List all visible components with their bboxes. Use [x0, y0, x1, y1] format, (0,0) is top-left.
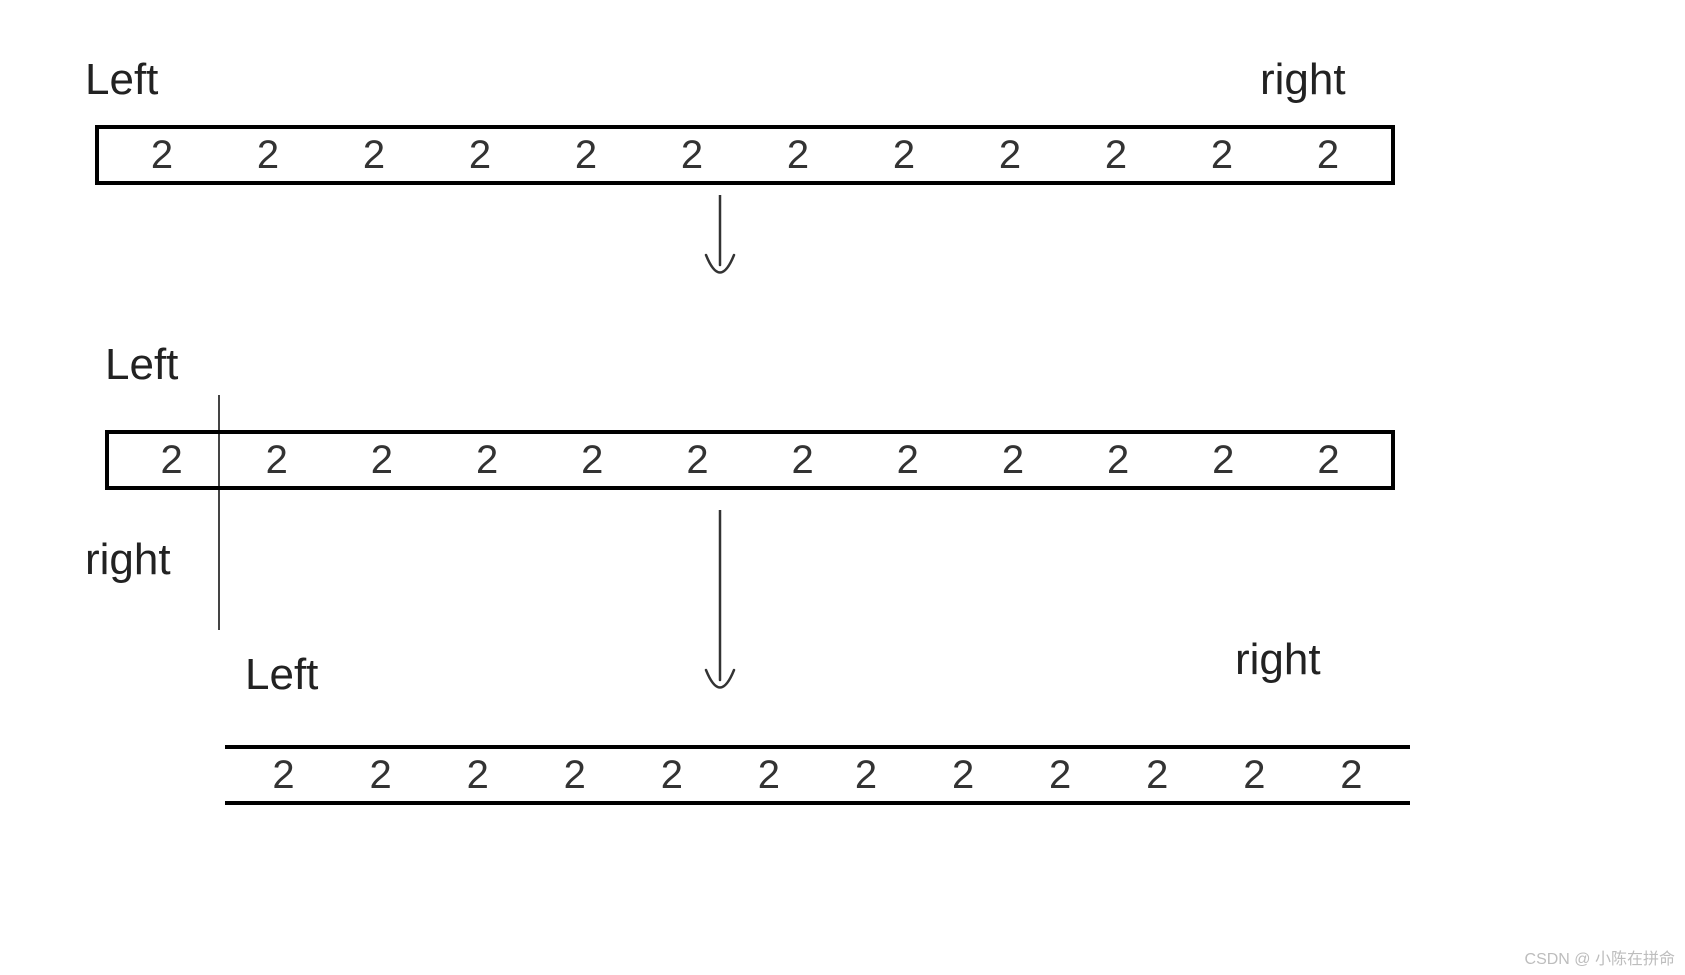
watermark-text: CSDN @ 小陈在拼命 [1525, 945, 1675, 969]
array-box-3: 2 2 2 2 2 2 2 2 2 2 2 2 [225, 745, 1410, 805]
left-label-3: Left [245, 650, 318, 700]
cell: 2 [1303, 753, 1400, 798]
cell: 2 [427, 133, 533, 178]
cell: 2 [1066, 438, 1171, 483]
cell: 2 [215, 133, 321, 178]
cell: 2 [1171, 438, 1276, 483]
cell: 2 [435, 438, 540, 483]
cell: 2 [720, 753, 817, 798]
cell: 2 [851, 133, 957, 178]
cell: 2 [1206, 753, 1303, 798]
array-box-1: 2 2 2 2 2 2 2 2 2 2 2 2 [95, 125, 1395, 185]
cell: 2 [1109, 753, 1206, 798]
cell: 2 [1063, 133, 1169, 178]
cell: 2 [957, 133, 1063, 178]
cell: 2 [915, 753, 1012, 798]
cell: 2 [645, 438, 750, 483]
arrow-down-icon [700, 195, 740, 290]
cell: 2 [119, 438, 224, 483]
right-label-3: right [1235, 635, 1321, 685]
cell: 2 [960, 438, 1065, 483]
cell: 2 [623, 753, 720, 798]
cell: 2 [1012, 753, 1109, 798]
cell: 2 [1275, 133, 1381, 178]
left-label-2: Left [105, 340, 178, 390]
cell: 2 [1169, 133, 1275, 178]
arrow-down-icon [700, 510, 740, 705]
cell: 2 [533, 133, 639, 178]
cell: 2 [526, 753, 623, 798]
cell: 2 [817, 753, 914, 798]
cell: 2 [1276, 438, 1381, 483]
right-label-1: right [1260, 55, 1346, 105]
cell: 2 [429, 753, 526, 798]
cell: 2 [540, 438, 645, 483]
cell: 2 [329, 438, 434, 483]
cell: 2 [750, 438, 855, 483]
cell: 2 [224, 438, 329, 483]
right-label-2: right [85, 535, 171, 585]
cell: 2 [235, 753, 332, 798]
left-label-1: Left [85, 55, 158, 105]
cell: 2 [109, 133, 215, 178]
cell: 2 [321, 133, 427, 178]
cell: 2 [639, 133, 745, 178]
cell: 2 [332, 753, 429, 798]
cell: 2 [855, 438, 960, 483]
cell: 2 [745, 133, 851, 178]
array-box-2: 2 2 2 2 2 2 2 2 2 2 2 2 [105, 430, 1395, 490]
